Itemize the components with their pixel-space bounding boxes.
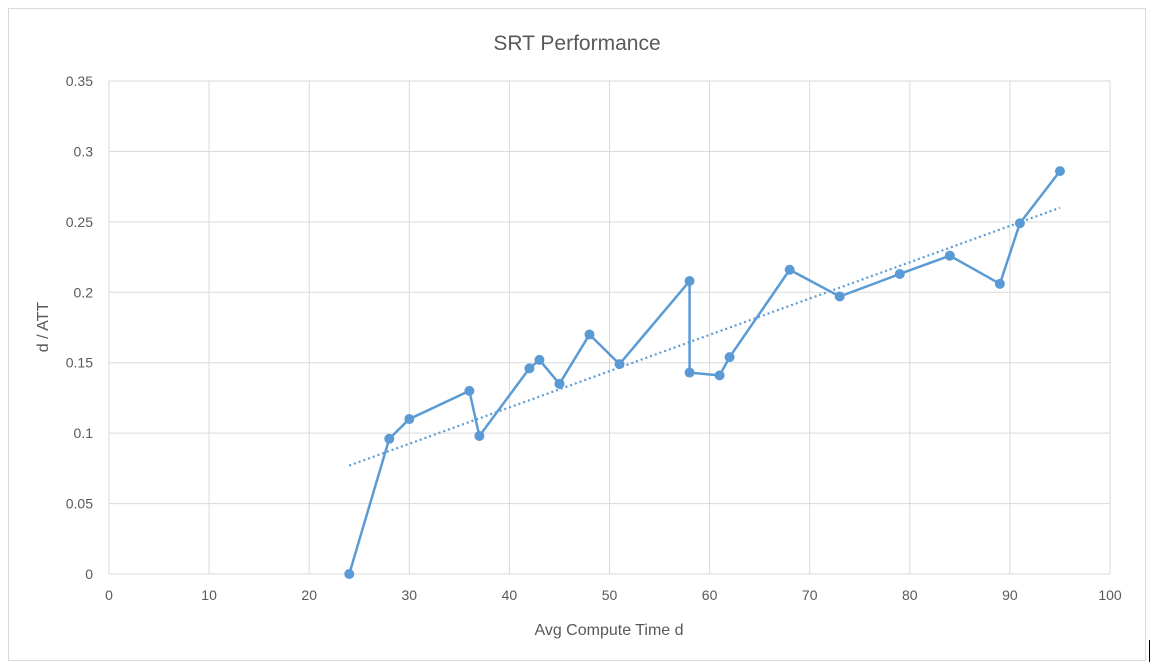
x-tick-label: 80 — [902, 587, 918, 603]
data-point — [894, 268, 905, 279]
x-axis-label: Avg Compute Time d — [534, 622, 683, 639]
data-point — [344, 569, 355, 579]
data-point — [534, 354, 545, 365]
data-point — [524, 363, 535, 374]
x-tick-label: 50 — [602, 587, 618, 603]
data-point — [1054, 166, 1065, 177]
series-line — [348, 170, 1061, 575]
x-tick-label: 40 — [502, 587, 518, 603]
x-tick-label: 0 — [105, 587, 113, 603]
x-tick-labels: 0 10 20 30 40 50 60 70 80 90 100 — [105, 587, 1122, 603]
x-tick-label: 100 — [1098, 587, 1122, 603]
data-point — [384, 433, 395, 444]
data-point — [944, 250, 955, 261]
x-tick-label: 30 — [402, 587, 418, 603]
chart-frame — [8, 8, 1146, 661]
data-point — [614, 359, 625, 370]
y-tick-label: 0.15 — [66, 355, 93, 371]
trendline-line — [348, 206, 1061, 467]
y-tick-label: 0.35 — [66, 73, 93, 89]
data-point — [554, 378, 565, 389]
data-point — [724, 352, 735, 363]
y-tick-label: 0.05 — [66, 496, 93, 512]
grid-lines — [108, 80, 1111, 575]
data-point — [464, 385, 475, 396]
data-point — [994, 278, 1005, 289]
trendline — [348, 206, 1061, 467]
x-tick-label: 70 — [802, 587, 818, 603]
data-point — [684, 276, 695, 287]
series — [344, 166, 1065, 579]
y-tick-label: 0.3 — [74, 143, 94, 159]
x-tick-label: 90 — [1002, 587, 1018, 603]
data-point — [784, 264, 795, 275]
chart-title: SRT Performance — [493, 32, 660, 55]
y-tick-label: 0.1 — [74, 425, 94, 441]
data-point — [684, 367, 695, 378]
data-point — [584, 329, 595, 340]
x-tick-label: 20 — [301, 587, 317, 603]
data-point — [474, 430, 485, 441]
x-tick-label: 10 — [201, 587, 217, 603]
y-tick-labels: 0 0.05 0.1 0.15 0.2 0.25 0.3 0.35 — [66, 73, 93, 582]
data-point — [714, 370, 725, 381]
y-tick-label: 0.2 — [74, 284, 94, 300]
y-tick-label: 0.25 — [66, 214, 93, 230]
edge-mark — [1149, 640, 1150, 662]
data-point — [1014, 218, 1025, 229]
x-tick-label: 60 — [702, 587, 718, 603]
y-axis-label: d / ATT — [35, 302, 52, 353]
data-point — [404, 414, 415, 425]
y-tick-label: 0 — [85, 566, 93, 582]
data-point — [834, 291, 845, 302]
